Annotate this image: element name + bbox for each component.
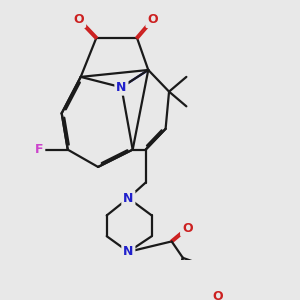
Text: F: F — [35, 143, 44, 156]
Text: N: N — [123, 245, 134, 258]
Text: N: N — [116, 81, 127, 94]
Text: N: N — [123, 192, 134, 205]
Text: O: O — [74, 13, 84, 26]
Text: O: O — [212, 290, 223, 300]
Text: O: O — [147, 13, 158, 26]
Text: O: O — [182, 222, 193, 235]
